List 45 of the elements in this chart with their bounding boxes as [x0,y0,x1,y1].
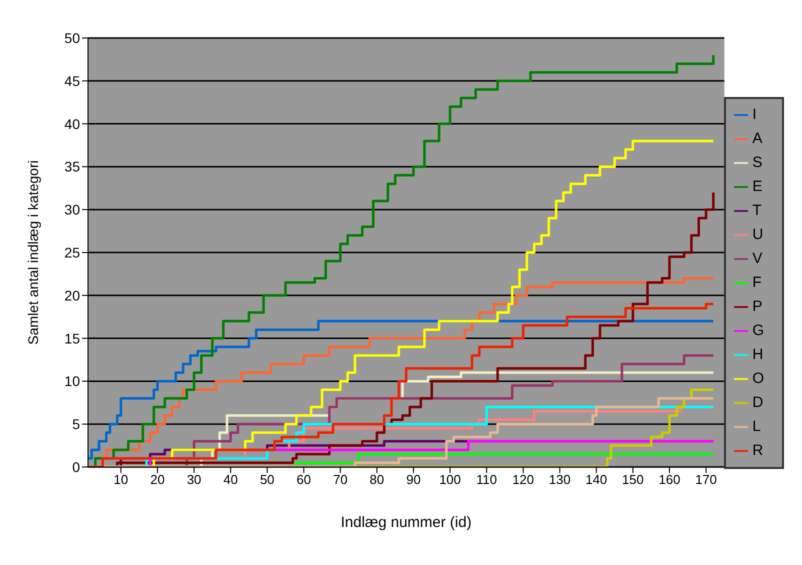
y-tick-label: 25 [64,244,80,260]
legend-label: F [752,274,762,290]
y-tick-label: 45 [64,72,80,89]
x-tick-label: 110 [476,472,497,488]
x-tick-label: 130 [548,472,571,488]
x-axis-title: Indlæg nummer (id) [340,514,472,531]
x-tick-label: 170 [695,472,717,488]
x-tick-label: 50 [260,472,274,488]
legend-label: A [752,130,762,146]
x-tick-label: 40 [223,472,238,488]
x-tick-label: 30 [186,472,202,488]
y-tick-label: 40 [64,116,80,132]
legend-label: T [752,202,762,218]
y-tick-label: 35 [64,158,80,175]
y-tick-label: 30 [64,202,80,218]
y-tick-label: 0 [72,458,80,475]
legend-label: S [752,154,762,170]
legend-label: H [752,346,764,362]
legend-label: O [752,370,764,386]
x-tick-label: 10 [114,472,128,488]
legend-label: R [752,442,764,458]
legend-label: G [752,322,764,338]
x-tick-label: 80 [370,472,384,488]
legend-label: P [752,298,762,314]
legend-label: D [752,394,764,410]
y-tick-label: 10 [64,373,80,390]
x-tick-label: 70 [333,472,348,488]
x-tick-label: 60 [296,472,311,488]
legend-label: V [752,250,762,266]
x-tick-label: 90 [406,472,421,488]
y-tick-label: 5 [72,416,80,432]
x-tick-label: 160 [658,472,680,488]
y-tick-label: 50 [64,30,80,46]
legend-label: I [752,106,756,122]
x-tick-label: 150 [622,472,644,488]
x-tick-label: 100 [439,472,461,488]
x-tick-label: 20 [150,472,165,488]
x-tick-label: 120 [512,472,534,488]
legend-label: L [752,418,761,434]
y-tick-label: 15 [64,330,80,346]
legend-label: E [752,178,762,194]
legend-label: U [752,226,764,242]
y-axis-title: Samlet antal indlæg i kategori [24,160,41,345]
y-tick-label: 20 [64,287,80,304]
x-tick-label: 140 [585,472,608,488]
